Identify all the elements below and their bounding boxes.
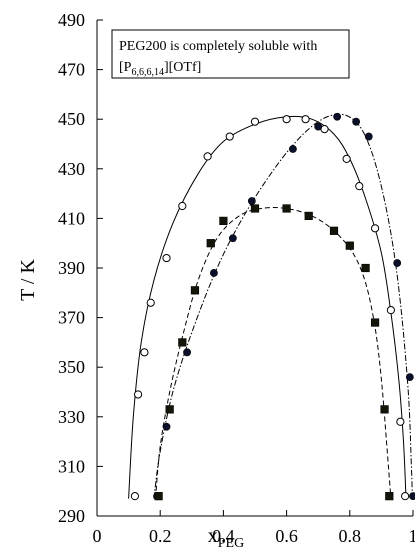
filled-square-point bbox=[206, 239, 215, 248]
open-circle-point bbox=[178, 201, 187, 211]
filled-square-point bbox=[282, 204, 291, 213]
open-circle-point bbox=[355, 182, 364, 191]
open-circle-point bbox=[282, 115, 291, 124]
filled-circle-point bbox=[364, 132, 373, 141]
open-circle-point bbox=[146, 298, 155, 307]
filled-square-point bbox=[165, 405, 174, 414]
filled-circle-point bbox=[289, 145, 297, 153]
axis-ticks: 290 310 330 350 370 390 410 430 450 470 490 0 0.2 0.4… bbox=[58, 10, 415, 546]
x-tick-label: 0.2 bbox=[149, 526, 172, 546]
open-circle-point bbox=[133, 390, 143, 399]
filled-square-point bbox=[370, 318, 380, 327]
open-circle-point bbox=[140, 348, 149, 357]
annotation-line-1: PEG200 is completely soluble with bbox=[119, 39, 317, 54]
open-circle-point bbox=[396, 417, 405, 426]
y-tick-label: 350 bbox=[58, 357, 85, 377]
filled-square-point bbox=[154, 492, 163, 501]
x-tick-label: 0 bbox=[93, 526, 102, 546]
fit-curve-dashed bbox=[155, 207, 392, 499]
open-circle-point bbox=[370, 224, 380, 233]
annotation-line-2: [P6,6,6,14][OTf] bbox=[119, 60, 201, 78]
filled-circle-point bbox=[333, 112, 342, 121]
annotation-frame bbox=[111, 29, 350, 79]
filled-circle-point bbox=[405, 373, 414, 382]
open-circle-point bbox=[130, 492, 140, 501]
filled-square-point bbox=[345, 241, 354, 250]
x-axis-label: xPEG bbox=[208, 525, 244, 547]
filled-circle-point bbox=[183, 348, 191, 357]
open-circle-point bbox=[401, 492, 410, 501]
annotation-line-2-prefix: [P bbox=[119, 60, 132, 75]
y-tick-label: 450 bbox=[58, 109, 85, 129]
open-circle-point bbox=[203, 152, 212, 161]
y-tick-label: 330 bbox=[58, 407, 85, 427]
filled-square-point bbox=[178, 338, 187, 347]
x-axis-label-subscript: PEG bbox=[218, 536, 244, 547]
x-tick-label: 1 bbox=[409, 526, 415, 546]
annotation-line-2-suffix: ][OTf] bbox=[164, 60, 201, 75]
filled-square-point bbox=[385, 492, 394, 501]
filled-circle-point bbox=[210, 269, 218, 277]
x-tick-label: 0.6 bbox=[275, 526, 298, 546]
filled-square-point bbox=[190, 286, 200, 295]
filled-circle-point bbox=[162, 422, 171, 431]
y-tick-label: 370 bbox=[58, 308, 85, 328]
y-tick-label: 470 bbox=[58, 60, 85, 80]
annotation-line-2-subscript: 6,6,6,14 bbox=[131, 67, 164, 78]
x-tick-label: 0.8 bbox=[339, 526, 362, 546]
annotation-box: PEG200 is completely soluble with [P6,6,… bbox=[111, 29, 350, 79]
filled-square-point bbox=[304, 211, 313, 221]
open-circle-point bbox=[162, 253, 171, 263]
y-tick-label: 310 bbox=[58, 456, 85, 476]
open-circle-point bbox=[301, 115, 310, 124]
fit-curve-dash-dot bbox=[153, 113, 413, 499]
y-axis-label: T / K bbox=[17, 259, 39, 301]
filled-square-point bbox=[329, 226, 339, 235]
fit-curve-solid bbox=[128, 115, 407, 499]
filled-circle-point bbox=[393, 259, 402, 267]
filled-square-point bbox=[250, 204, 260, 213]
open-circle-point bbox=[342, 154, 351, 163]
filled-circle-point bbox=[314, 122, 323, 131]
x-axis-label-main: x bbox=[208, 525, 218, 547]
data-markers bbox=[130, 112, 415, 501]
filled-square-point bbox=[380, 405, 389, 414]
x-tick-label: 0.4 bbox=[212, 526, 235, 546]
y-tick-label: 290 bbox=[58, 506, 85, 526]
open-circle-point bbox=[225, 132, 234, 141]
y-tick-label: 490 bbox=[58, 10, 85, 30]
y-tick-label: 430 bbox=[58, 159, 85, 179]
y-tick-label: 410 bbox=[58, 208, 85, 228]
filled-circle-point bbox=[247, 197, 256, 205]
filled-square-point bbox=[361, 263, 370, 273]
filled-square-point bbox=[219, 216, 228, 225]
fit-curves bbox=[128, 113, 413, 499]
open-circle-point bbox=[386, 306, 395, 315]
open-circle-point bbox=[250, 117, 260, 126]
filled-circle-point bbox=[409, 492, 415, 501]
filled-circle-point bbox=[352, 117, 361, 126]
y-tick-label: 390 bbox=[58, 258, 85, 278]
filled-circle-point bbox=[228, 234, 237, 243]
